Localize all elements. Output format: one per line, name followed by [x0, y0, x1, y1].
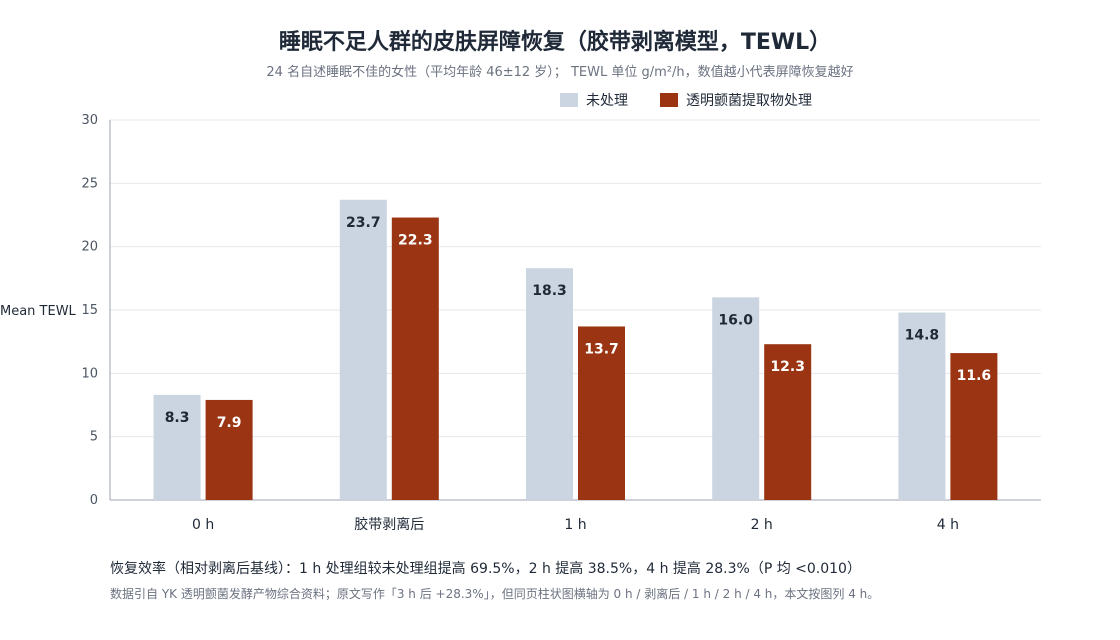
legend-swatch-untreated — [560, 93, 578, 107]
data-label-s1-c4: 11.6 — [957, 368, 992, 384]
x-tick-label-2: 1 h — [564, 517, 586, 533]
y-tick-label-30: 30 — [81, 113, 98, 128]
legend: 未处理 透明颤菌提取物处理 — [560, 90, 844, 110]
y-tick-label-10: 10 — [81, 366, 98, 381]
data-label-s0-c4: 14.8 — [905, 328, 940, 344]
y-tick-label-20: 20 — [81, 240, 98, 255]
bar-s1-c2 — [578, 326, 625, 500]
legend-label-treated: 透明颤菌提取物处理 — [686, 93, 812, 109]
bar-s0-c4 — [898, 312, 946, 500]
bar-s1-c3 — [764, 344, 812, 500]
bar-s1-c1 — [391, 217, 439, 501]
x-tick-label-4: 4 h — [937, 517, 959, 533]
x-tick-label-1: 胶带剥离后 — [354, 516, 424, 533]
bar-s0-c2 — [526, 268, 573, 500]
x-tick-label-3: 2 h — [751, 517, 773, 533]
data-label-s1-c3: 12.3 — [770, 359, 805, 375]
bar-s0-c1 — [339, 199, 387, 501]
chart-subtitle: 24 名自述睡眠不佳的女性（平均年龄 46±12 岁）； TEWL 单位 g/m… — [266, 65, 854, 80]
legend-label-untreated: 未处理 — [586, 93, 628, 109]
bar-s0-c0 — [153, 394, 201, 500]
data-label-s1-c0: 7.9 — [217, 415, 242, 431]
x-tick-label-0: 0 h — [192, 517, 214, 533]
data-label-s0-c0: 8.3 — [165, 410, 190, 426]
y-tick-label-15: 15 — [81, 303, 98, 318]
y-tick-label-0: 0 — [90, 493, 98, 508]
chart-source-note: 数据引自 YK 透明颤菌发酵产物综合资料；原文写作「3 h 后 +28.3%」，… — [110, 587, 880, 601]
chart-title: 睡眠不足人群的皮肤屏障恢复（胶带剥离模型，TEWL） — [278, 30, 832, 55]
legend-item-untreated: 未处理 — [560, 90, 628, 110]
legend-swatch-treated — [660, 93, 678, 107]
bar-s0-c3 — [712, 297, 760, 500]
data-label-s0-c3: 16.0 — [718, 312, 753, 328]
data-label-s0-c1: 23.7 — [346, 215, 381, 231]
bar-s1-c4 — [950, 353, 998, 500]
data-label-s1-c2: 13.7 — [584, 341, 619, 357]
y-tick-label-25: 25 — [81, 176, 98, 191]
data-label-s1-c1: 22.3 — [398, 233, 433, 249]
legend-item-treated: 透明颤菌提取物处理 — [660, 90, 812, 110]
chart-footnote: 恢复效率（相对剥离后基线）：1 h 处理组较未处理组提高 69.5%，2 h 提… — [110, 561, 861, 577]
data-label-s0-c2: 18.3 — [532, 283, 567, 299]
y-axis-label: Mean TEWL — [0, 304, 77, 319]
y-tick-label-5: 5 — [90, 430, 98, 445]
bar-s1-c0 — [205, 399, 253, 500]
